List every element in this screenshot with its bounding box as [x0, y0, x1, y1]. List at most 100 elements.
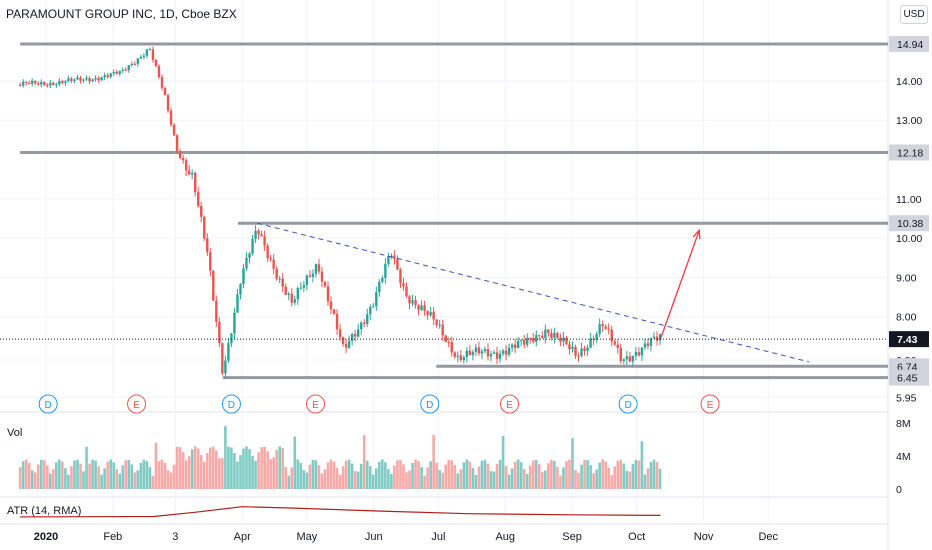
volume-bar — [302, 470, 306, 489]
candle-body — [154, 59, 158, 66]
volume-bar — [384, 462, 387, 489]
level-price-tag — [889, 369, 929, 386]
volume-bar — [245, 446, 248, 489]
candle-body — [417, 305, 420, 311]
candle-body — [166, 95, 170, 111]
volume-bar — [308, 464, 312, 489]
volume-bar — [269, 459, 272, 489]
volume-bar — [254, 460, 257, 489]
candle-body — [70, 78, 73, 81]
volume-bar — [643, 474, 647, 489]
volume-bar — [242, 448, 245, 489]
volume-bar — [402, 464, 405, 489]
candle-body — [387, 255, 390, 264]
candle-body — [631, 355, 635, 362]
volume-bar — [658, 468, 662, 489]
symbol-title: PARAMOUNT GROUP INC, 1D, Cboe BZX — [6, 7, 237, 21]
volume-bar — [33, 472, 37, 489]
volume-bar — [82, 471, 85, 489]
candle-body — [281, 278, 284, 287]
candle-body — [432, 311, 435, 320]
volume-bar — [513, 461, 517, 489]
volume-tick-label: 0 — [896, 484, 902, 496]
volume-bar — [218, 458, 221, 489]
earnings-marker-label: E — [312, 400, 319, 411]
volume-bar — [88, 463, 91, 489]
candle-body — [184, 160, 188, 171]
volume-bar — [49, 473, 52, 489]
volume-bar — [411, 463, 414, 489]
candle-body — [535, 335, 538, 342]
volume-bar — [94, 460, 97, 489]
candle-body — [103, 75, 106, 78]
currency-selector[interactable]: USD — [900, 5, 928, 24]
volume-bar — [272, 457, 275, 489]
volume-bar — [610, 475, 614, 489]
candle-body — [109, 73, 112, 77]
volume-bar — [103, 468, 106, 489]
volume-bar — [275, 449, 278, 489]
volume-bar — [341, 466, 345, 489]
x-tick-label: Jul — [431, 531, 445, 543]
volume-bar — [565, 461, 568, 489]
candle-body — [510, 344, 514, 348]
candle-body — [375, 292, 378, 307]
volume-bar — [423, 475, 426, 489]
candle-body — [583, 348, 586, 351]
candle-body — [260, 234, 263, 237]
candle-body — [61, 80, 64, 83]
volume-bar — [577, 472, 580, 489]
volume-bar — [474, 474, 478, 489]
candle-body — [523, 340, 526, 345]
candle-body — [465, 350, 469, 358]
candle-body — [317, 264, 321, 272]
volume-bar — [248, 449, 251, 489]
volume-bar — [601, 459, 604, 489]
level-price-label: 10.38 — [897, 218, 923, 230]
candle-body — [544, 329, 547, 339]
volume-bar — [115, 469, 119, 489]
volume-bar — [432, 434, 435, 489]
candle-body — [408, 296, 411, 304]
volume-bar — [459, 469, 463, 489]
candle-body — [100, 77, 103, 81]
volume-bar — [175, 446, 179, 489]
candle-body — [565, 337, 568, 345]
candle-body — [526, 337, 529, 345]
candle-body — [299, 287, 303, 289]
candle-body — [163, 87, 167, 96]
candle-body — [181, 158, 185, 161]
candle-body — [610, 329, 613, 342]
candle-body — [287, 293, 290, 295]
volume-bar — [136, 470, 140, 489]
candle-body — [335, 313, 339, 330]
volume-bar — [21, 461, 25, 489]
volume-bar — [378, 461, 381, 489]
candle-body — [580, 348, 583, 357]
candle-body — [477, 347, 481, 354]
volume-bar — [329, 459, 333, 489]
volume-bar — [368, 466, 372, 489]
candle-body — [76, 77, 79, 80]
volume-bar — [42, 460, 46, 489]
x-tick-label: Apr — [234, 531, 251, 543]
candle-body — [157, 65, 161, 78]
volume-bar — [157, 461, 161, 489]
candle-body — [532, 338, 535, 342]
volume-bar — [311, 460, 315, 489]
candle-body — [541, 335, 544, 339]
descending-trendline — [257, 222, 810, 363]
candle-body — [221, 343, 224, 374]
candle-body — [655, 336, 659, 341]
x-tick-label: Feb — [103, 531, 122, 543]
candle-body — [369, 306, 372, 315]
candle-body — [215, 300, 218, 322]
volume-bar — [139, 462, 143, 489]
candle-body — [64, 81, 67, 83]
x-tick-label: 2020 — [34, 531, 58, 543]
dividend-marker — [420, 394, 440, 414]
candle-body — [396, 258, 399, 270]
volume-bar — [637, 460, 641, 489]
volume-bar — [607, 467, 611, 489]
